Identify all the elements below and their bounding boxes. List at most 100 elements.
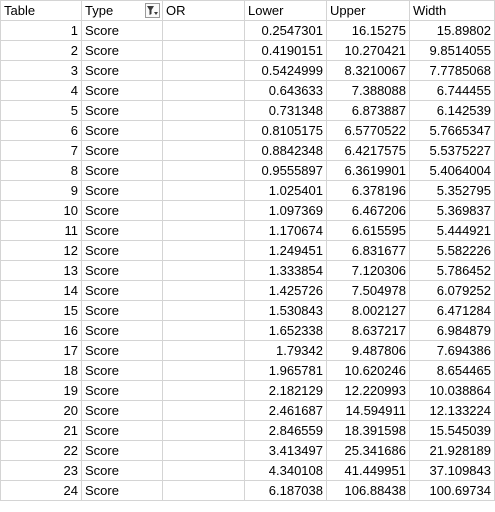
cell-or[interactable]	[162, 420, 245, 441]
cell-lower[interactable]: 3.413497	[244, 440, 327, 461]
cell-upper[interactable]: 25.341686	[326, 440, 410, 461]
cell-type[interactable]: Score	[81, 300, 163, 321]
cell-width[interactable]: 5.4064004	[409, 160, 495, 181]
cell-width[interactable]: 8.654465	[409, 360, 495, 381]
cell-type[interactable]: Score	[81, 480, 163, 501]
cell-or[interactable]	[162, 140, 245, 161]
cell-upper[interactable]: 41.449951	[326, 460, 410, 481]
cell-type[interactable]: Score	[81, 60, 163, 81]
cell-or[interactable]	[162, 200, 245, 221]
header-cell-table[interactable]: Table	[0, 0, 82, 21]
cell-type[interactable]: Score	[81, 360, 163, 381]
cell-upper[interactable]: 7.504978	[326, 280, 410, 301]
cell-lower[interactable]: 0.8842348	[244, 140, 327, 161]
cell-upper[interactable]: 12.220993	[326, 380, 410, 401]
cell-or[interactable]	[162, 220, 245, 241]
cell-width[interactable]: 15.545039	[409, 420, 495, 441]
cell-or[interactable]	[162, 240, 245, 261]
cell-width[interactable]: 5.444921	[409, 220, 495, 241]
cell-lower[interactable]: 1.333854	[244, 260, 327, 281]
cell-lower[interactable]: 1.530843	[244, 300, 327, 321]
cell-lower[interactable]: 0.2547301	[244, 20, 327, 41]
cell-type[interactable]: Score	[81, 280, 163, 301]
cell-lower[interactable]: 0.9555897	[244, 160, 327, 181]
cell-or[interactable]	[162, 40, 245, 61]
cell-table[interactable]: 19	[0, 380, 82, 401]
cell-width[interactable]: 12.133224	[409, 400, 495, 421]
cell-type[interactable]: Score	[81, 140, 163, 161]
cell-table[interactable]: 8	[0, 160, 82, 181]
cell-table[interactable]: 10	[0, 200, 82, 221]
cell-upper[interactable]: 6.615595	[326, 220, 410, 241]
cell-type[interactable]: Score	[81, 340, 163, 361]
cell-or[interactable]	[162, 380, 245, 401]
cell-upper[interactable]: 6.378196	[326, 180, 410, 201]
cell-lower[interactable]: 6.187038	[244, 480, 327, 501]
cell-lower[interactable]: 1.965781	[244, 360, 327, 381]
cell-upper[interactable]: 7.388088	[326, 80, 410, 101]
cell-table[interactable]: 5	[0, 100, 82, 121]
cell-upper[interactable]: 6.873887	[326, 100, 410, 121]
cell-lower[interactable]: 0.8105175	[244, 120, 327, 141]
cell-width[interactable]: 10.038864	[409, 380, 495, 401]
header-cell-upper[interactable]: Upper	[326, 0, 410, 21]
cell-table[interactable]: 24	[0, 480, 82, 501]
cell-upper[interactable]: 8.3210067	[326, 60, 410, 81]
cell-lower[interactable]: 0.5424999	[244, 60, 327, 81]
cell-type[interactable]: Score	[81, 240, 163, 261]
cell-width[interactable]: 5.582226	[409, 240, 495, 261]
cell-width[interactable]: 9.8514055	[409, 40, 495, 61]
header-cell-width[interactable]: Width	[409, 0, 495, 21]
cell-or[interactable]	[162, 180, 245, 201]
cell-upper[interactable]: 6.4217575	[326, 140, 410, 161]
cell-lower[interactable]: 2.461687	[244, 400, 327, 421]
cell-type[interactable]: Score	[81, 20, 163, 41]
cell-width[interactable]: 100.69734	[409, 480, 495, 501]
cell-table[interactable]: 6	[0, 120, 82, 141]
cell-or[interactable]	[162, 480, 245, 501]
cell-lower[interactable]: 1.652338	[244, 320, 327, 341]
cell-type[interactable]: Score	[81, 40, 163, 61]
cell-or[interactable]	[162, 400, 245, 421]
cell-width[interactable]: 21.928189	[409, 440, 495, 461]
cell-lower[interactable]: 0.4190151	[244, 40, 327, 61]
cell-upper[interactable]: 14.594911	[326, 400, 410, 421]
cell-upper[interactable]: 10.620246	[326, 360, 410, 381]
cell-table[interactable]: 22	[0, 440, 82, 461]
cell-width[interactable]: 6.142539	[409, 100, 495, 121]
cell-or[interactable]	[162, 360, 245, 381]
cell-width[interactable]: 6.984879	[409, 320, 495, 341]
cell-or[interactable]	[162, 280, 245, 301]
header-cell-type[interactable]: Type	[81, 0, 163, 21]
cell-or[interactable]	[162, 320, 245, 341]
header-cell-lower[interactable]: Lower	[244, 0, 327, 21]
cell-table[interactable]: 20	[0, 400, 82, 421]
cell-upper[interactable]: 6.3619901	[326, 160, 410, 181]
cell-lower[interactable]: 0.643633	[244, 80, 327, 101]
cell-or[interactable]	[162, 260, 245, 281]
cell-type[interactable]: Score	[81, 200, 163, 221]
cell-type[interactable]: Score	[81, 460, 163, 481]
cell-upper[interactable]: 6.467206	[326, 200, 410, 221]
cell-width[interactable]: 5.5375227	[409, 140, 495, 161]
cell-type[interactable]: Score	[81, 180, 163, 201]
cell-upper[interactable]: 6.831677	[326, 240, 410, 261]
cell-table[interactable]: 1	[0, 20, 82, 41]
cell-lower[interactable]: 2.182129	[244, 380, 327, 401]
cell-upper[interactable]: 18.391598	[326, 420, 410, 441]
cell-type[interactable]: Score	[81, 260, 163, 281]
cell-width[interactable]: 6.471284	[409, 300, 495, 321]
cell-type[interactable]: Score	[81, 220, 163, 241]
cell-lower[interactable]: 1.170674	[244, 220, 327, 241]
cell-table[interactable]: 21	[0, 420, 82, 441]
cell-width[interactable]: 7.7785068	[409, 60, 495, 81]
cell-or[interactable]	[162, 300, 245, 321]
cell-table[interactable]: 11	[0, 220, 82, 241]
cell-upper[interactable]: 9.487806	[326, 340, 410, 361]
cell-or[interactable]	[162, 340, 245, 361]
cell-or[interactable]	[162, 100, 245, 121]
cell-table[interactable]: 13	[0, 260, 82, 281]
cell-type[interactable]: Score	[81, 420, 163, 441]
cell-upper[interactable]: 16.15275	[326, 20, 410, 41]
cell-table[interactable]: 18	[0, 360, 82, 381]
